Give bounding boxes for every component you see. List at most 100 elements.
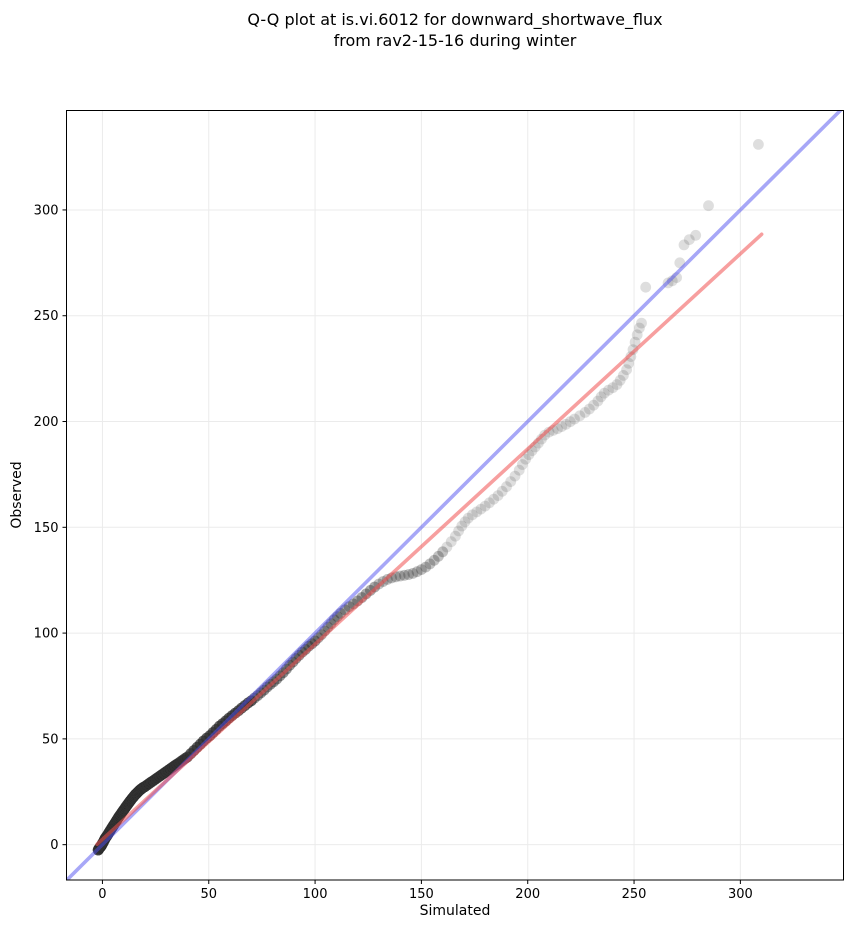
scatter-point bbox=[139, 781, 151, 792]
scatter-point bbox=[603, 384, 614, 396]
scatter-point bbox=[128, 790, 140, 802]
scatter-point bbox=[128, 790, 140, 802]
scatter-point bbox=[163, 764, 174, 776]
scatter-point bbox=[117, 806, 128, 817]
scatter-point bbox=[128, 790, 140, 802]
scatter-point bbox=[640, 281, 652, 293]
scatter-point bbox=[150, 773, 162, 785]
scatter-point bbox=[424, 558, 436, 570]
scatter-point bbox=[141, 779, 153, 791]
scatter-point bbox=[114, 810, 125, 822]
scatter-point bbox=[560, 418, 572, 430]
scatter-point bbox=[163, 764, 174, 776]
scatter-point bbox=[115, 809, 126, 820]
scatter-point bbox=[143, 778, 155, 789]
chart-title-line1: Q-Q plot at is.vi.6012 for downward_shor… bbox=[247, 10, 663, 29]
scatter-point bbox=[115, 809, 126, 820]
scatter-point bbox=[135, 784, 147, 795]
scatter-point bbox=[163, 764, 174, 776]
scatter-point bbox=[629, 336, 641, 348]
scatter-point bbox=[634, 322, 645, 334]
scatter-point bbox=[135, 784, 147, 795]
scatter-point bbox=[139, 781, 151, 792]
scatter-point bbox=[135, 784, 147, 795]
scatter-point bbox=[152, 772, 164, 783]
scatter-point bbox=[132, 787, 143, 798]
scatter-point bbox=[131, 788, 142, 799]
scatter-point bbox=[131, 788, 142, 799]
scatter-point bbox=[138, 781, 150, 793]
scatter-point bbox=[133, 785, 145, 797]
scatter-point bbox=[636, 317, 647, 329]
scatter-point bbox=[138, 781, 150, 793]
scatter-point bbox=[123, 797, 135, 808]
scatter-point bbox=[117, 806, 128, 817]
scatter-point bbox=[128, 790, 140, 802]
x-tick-label: 200 bbox=[515, 887, 540, 902]
scatter-point bbox=[152, 772, 164, 783]
scatter-point bbox=[134, 784, 146, 796]
scatter-point bbox=[117, 806, 128, 817]
scatter-point bbox=[126, 792, 138, 804]
scatter-point bbox=[139, 781, 151, 792]
scatter-point bbox=[116, 807, 127, 819]
scatter-point bbox=[154, 770, 166, 782]
scatter-point bbox=[156, 769, 168, 780]
scatter-point bbox=[126, 792, 138, 804]
scatter-point bbox=[136, 783, 148, 794]
scatter-point bbox=[132, 787, 143, 798]
scatter-point bbox=[119, 803, 131, 814]
scatter-point bbox=[115, 809, 126, 820]
scatter-point bbox=[132, 787, 143, 798]
scatter-point bbox=[127, 791, 139, 803]
scatter-point bbox=[138, 781, 150, 793]
scatter-point bbox=[121, 800, 133, 811]
scatter-point bbox=[141, 779, 153, 791]
scatter-point bbox=[136, 783, 148, 794]
scatter-point bbox=[160, 766, 172, 778]
scatter-point bbox=[611, 379, 623, 390]
scatter-point bbox=[119, 803, 131, 814]
scatter-point bbox=[145, 776, 157, 788]
scatter-point bbox=[150, 773, 162, 785]
scatter-point bbox=[152, 772, 164, 783]
scatter-point bbox=[501, 481, 512, 493]
scatter-point bbox=[125, 794, 137, 806]
scatter-point bbox=[136, 783, 148, 794]
scatter-point bbox=[115, 809, 126, 820]
scatter-point bbox=[114, 810, 125, 822]
scatter-point bbox=[165, 763, 176, 775]
scatter-point bbox=[156, 769, 168, 780]
scatter-point bbox=[139, 781, 151, 792]
scatter-point bbox=[569, 413, 580, 425]
y-tick-label: 200 bbox=[34, 415, 59, 430]
y-axis-label: Observed bbox=[9, 461, 25, 529]
scatter-point bbox=[118, 804, 130, 816]
scatter-point bbox=[121, 800, 133, 811]
scatter-point bbox=[124, 795, 136, 807]
scatter-point bbox=[136, 783, 148, 794]
scatter-point bbox=[137, 782, 149, 794]
scatter-point bbox=[138, 781, 150, 793]
scatter-point bbox=[133, 785, 145, 797]
scatter-point bbox=[130, 789, 141, 800]
scatter-point bbox=[114, 810, 125, 822]
scatter-point bbox=[116, 807, 127, 819]
scatter-point bbox=[123, 797, 135, 808]
scatter-point bbox=[123, 797, 135, 808]
scatter-point bbox=[163, 764, 174, 776]
scatter-point bbox=[121, 800, 133, 811]
scatter-point bbox=[119, 803, 131, 814]
scatter-point bbox=[135, 784, 147, 795]
scatter-point bbox=[121, 800, 133, 811]
scatter-point bbox=[154, 770, 166, 782]
scatter-point bbox=[143, 778, 155, 789]
scatter-point bbox=[122, 798, 134, 810]
scatter-point bbox=[618, 370, 629, 381]
scatter-point bbox=[120, 801, 132, 813]
scatter-point bbox=[163, 764, 174, 776]
x-tick-label: 50 bbox=[200, 887, 217, 902]
scatter-point bbox=[133, 785, 145, 797]
scatter-point bbox=[154, 770, 166, 782]
